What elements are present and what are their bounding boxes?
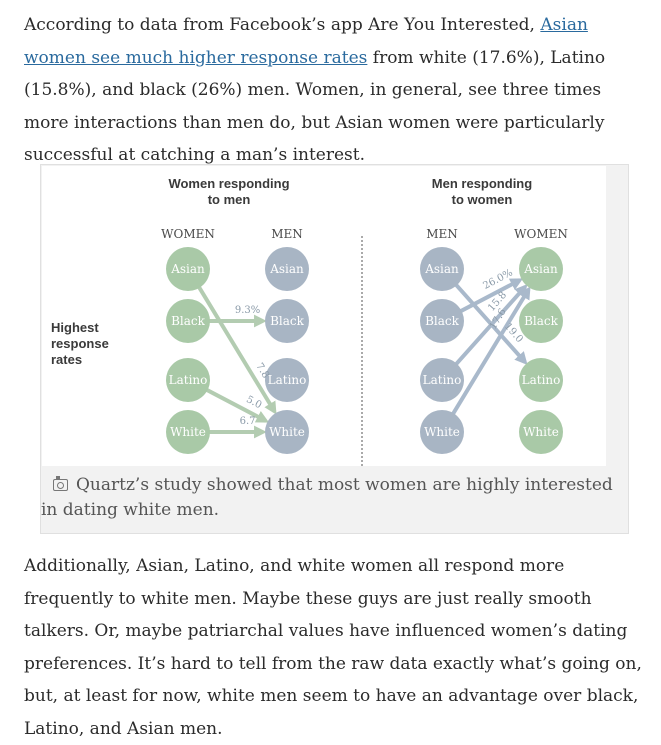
node-label: Latino [169, 373, 208, 387]
node-left-white [166, 410, 210, 454]
column-header-left: WOMEN [161, 227, 215, 241]
node-label: Latino [522, 373, 561, 387]
node-right-white [519, 410, 563, 454]
arrow-black-to-asian [458, 278, 524, 314]
column-header-right: WOMEN [514, 227, 568, 241]
node-right-black [519, 299, 563, 343]
arrow-layer [196, 285, 277, 439]
node-label: Black [270, 314, 305, 328]
chart-area: Highest response rates Women responding to … [42, 166, 606, 466]
chart-title: to women [452, 192, 513, 207]
arrow-latino-to-asian [453, 284, 528, 367]
node-layer: Asian Black Latino White Asian Black Latino Whi… [420, 247, 563, 454]
arrow-white-to-asian [450, 286, 531, 416]
node-label: Latino [423, 373, 462, 387]
arrow-latino-to-white [204, 387, 270, 423]
node-left-latino [166, 358, 210, 402]
node-left-asian [166, 247, 210, 291]
intro-prefix: According to data from Facebook’s app Ar… [24, 15, 541, 35]
column-header-left: MEN [426, 227, 458, 241]
node-label: Latino [268, 373, 307, 387]
node-label: Asian [170, 262, 205, 276]
node-label: Black [171, 314, 206, 328]
node-right-latino [265, 358, 309, 402]
arrow-value-label: 5.0 [244, 394, 263, 411]
node-left-asian [420, 247, 464, 291]
intro-paragraph: According to data from Facebook’s app Ar… [24, 9, 646, 172]
node-right-asian [519, 247, 563, 291]
chart-title: Women responding [168, 176, 289, 191]
response-rates-link[interactable]: Asian women see much higher response rat… [24, 15, 588, 68]
chart-title: Men responding [432, 176, 532, 191]
node-right-asian [265, 247, 309, 291]
node-label: Asian [424, 262, 459, 276]
node-right-white [265, 410, 309, 454]
camera-icon [53, 476, 68, 491]
node-label: White [269, 425, 305, 439]
node-left-white [420, 410, 464, 454]
side-label-line: rates [51, 352, 82, 367]
node-label: White [523, 425, 559, 439]
node-label: Black [425, 314, 460, 328]
arrow-asian-to-white [196, 285, 277, 415]
node-left-black [166, 299, 210, 343]
caption-text: Quartz’s study showed that most women ar… [41, 475, 613, 520]
figure-caption: Quartz’s study showed that most women ar… [41, 473, 616, 523]
column-header-right: MEN [271, 227, 303, 241]
node-label: White [424, 425, 460, 439]
figure: Highest response rates Women responding to … [40, 164, 629, 534]
side-label-line: Highest [51, 320, 99, 335]
body-paragraph: Additionally, Asian, Latino, and white w… [24, 556, 642, 739]
node-left-latino [420, 358, 464, 402]
node-label: White [170, 425, 206, 439]
arrow-value-label: 9.3% [235, 305, 260, 316]
chart-title: to men [208, 192, 251, 207]
arrow-value-label: 6.7 [240, 416, 256, 427]
node-left-black [420, 299, 464, 343]
node-right-latino [519, 358, 563, 402]
node-right-black [265, 299, 309, 343]
intro-suffix: from white (17.6%), Latino (15.8%), and … [24, 47, 606, 166]
node-label: Black [524, 314, 559, 328]
arrow-layer [450, 278, 531, 416]
node-label: Asian [269, 262, 304, 276]
node-label: Asian [523, 262, 558, 276]
node-layer: Asian Black Latino White Asian Black Latino Whi… [166, 247, 309, 454]
arrow-value-label: 26.0% [481, 267, 514, 292]
side-label-line: response [51, 336, 109, 351]
